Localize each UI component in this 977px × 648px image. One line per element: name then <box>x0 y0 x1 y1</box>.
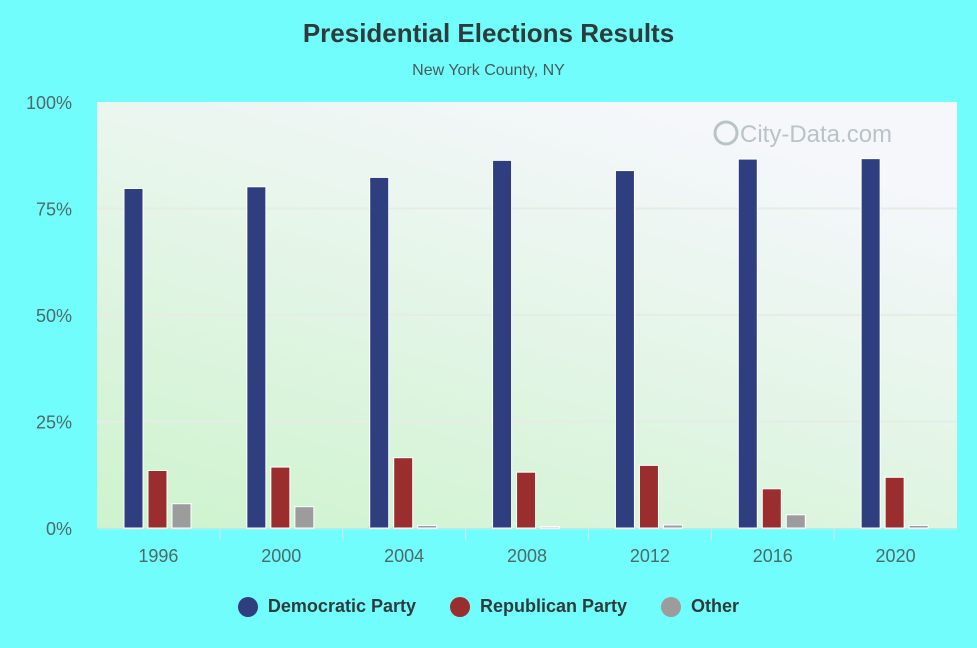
y-tick-label: 25% <box>36 413 72 433</box>
bar-democratic-party-2000[interactable] <box>246 186 267 529</box>
legend-label: Other <box>691 596 740 616</box>
bar-republican-party-1996[interactable] <box>147 469 168 529</box>
bar-democratic-party-2016[interactable] <box>737 158 758 529</box>
bar-democratic-party-2020[interactable] <box>860 158 881 529</box>
legend-item-republican[interactable]: Republican Party <box>450 596 627 617</box>
legend-dot-icon <box>661 596 682 617</box>
bar-republican-party-2020[interactable] <box>884 476 905 529</box>
bar-democratic-party-2004[interactable] <box>369 176 390 529</box>
chart-title: Presidential Elections Results <box>302 18 675 48</box>
bar-other-1996[interactable] <box>171 503 192 529</box>
bar-other-2000[interactable] <box>294 506 315 529</box>
bar-republican-party-2000[interactable] <box>270 466 291 529</box>
bar-other-2004[interactable] <box>417 524 438 529</box>
x-tick-label: 2004 <box>384 546 424 566</box>
legend: Democratic Party Republican Party Other <box>0 596 977 617</box>
y-tick-label: 0% <box>46 519 72 539</box>
x-tick-label: 2012 <box>630 546 670 566</box>
legend-item-democratic[interactable]: Democratic Party <box>237 596 416 617</box>
legend-dot-icon <box>450 596 470 617</box>
bar-republican-party-2012[interactable] <box>638 464 659 529</box>
chart-subtitle: New York County, NY <box>412 62 565 79</box>
bar-other-2012[interactable] <box>662 524 683 529</box>
bar-democratic-party-2008[interactable] <box>492 159 513 529</box>
y-tick-label: 100% <box>26 93 72 113</box>
bar-other-2020[interactable] <box>908 524 929 529</box>
watermark: City-Data.com <box>740 121 892 148</box>
x-tick-label: 2016 <box>753 546 793 566</box>
legend-dot-icon <box>237 596 258 617</box>
y-tick-label: 50% <box>36 306 72 326</box>
bar-republican-party-2004[interactable] <box>393 457 414 529</box>
x-tick-label: 2020 <box>876 546 916 566</box>
bar-republican-party-2016[interactable] <box>761 488 782 529</box>
legend-label: Democratic Party <box>267 596 416 616</box>
bar-other-2008[interactable] <box>540 526 561 529</box>
watermark-logo-icon <box>713 120 739 146</box>
legend-item-other[interactable]: Other <box>661 596 739 617</box>
legend-label: Republican Party <box>480 596 628 616</box>
bar-democratic-party-2012[interactable] <box>614 170 635 529</box>
bar-democratic-party-1996[interactable] <box>123 187 144 529</box>
bar-other-2016[interactable] <box>785 514 806 529</box>
bar-republican-party-2008[interactable] <box>516 471 537 529</box>
x-tick-label: 2000 <box>261 546 301 566</box>
y-tick-label: 75% <box>36 200 72 220</box>
x-tick-label: 2008 <box>507 546 547 566</box>
x-tick-label: 1996 <box>138 546 178 566</box>
